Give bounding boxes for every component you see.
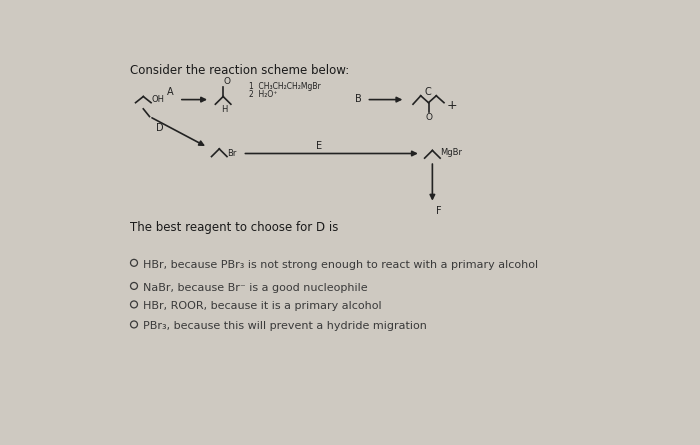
Text: 2  H₂O⁺: 2 H₂O⁺ — [248, 89, 277, 98]
Text: Br: Br — [227, 149, 237, 158]
Text: +: + — [447, 99, 457, 112]
Text: F: F — [436, 206, 442, 216]
Text: D: D — [155, 123, 163, 133]
Text: O: O — [425, 113, 432, 122]
Text: O: O — [224, 77, 231, 86]
Text: PBr₃, because this will prevent a hydride migration: PBr₃, because this will prevent a hydrid… — [144, 321, 427, 332]
Text: H: H — [222, 105, 228, 114]
Text: The best reagent to choose for D is: The best reagent to choose for D is — [130, 221, 339, 234]
Text: HBr, ROOR, because it is a primary alcohol: HBr, ROOR, because it is a primary alcoh… — [144, 301, 382, 312]
Text: Consider the reaction scheme below:: Consider the reaction scheme below: — [130, 64, 349, 77]
Text: NaBr, because Br⁻ is a good nucleophile: NaBr, because Br⁻ is a good nucleophile — [144, 283, 368, 293]
Text: HBr, because PBr₃ is not strong enough to react with a primary alcohol: HBr, because PBr₃ is not strong enough t… — [144, 260, 538, 270]
Text: E: E — [316, 141, 322, 151]
Text: OH: OH — [151, 95, 164, 104]
Text: C: C — [425, 87, 431, 97]
Text: A: A — [167, 87, 174, 97]
Text: B: B — [355, 94, 362, 104]
Text: MgBr: MgBr — [440, 148, 462, 157]
Text: 1  CH₃CH₂CH₂MgBr: 1 CH₃CH₂CH₂MgBr — [248, 82, 321, 91]
